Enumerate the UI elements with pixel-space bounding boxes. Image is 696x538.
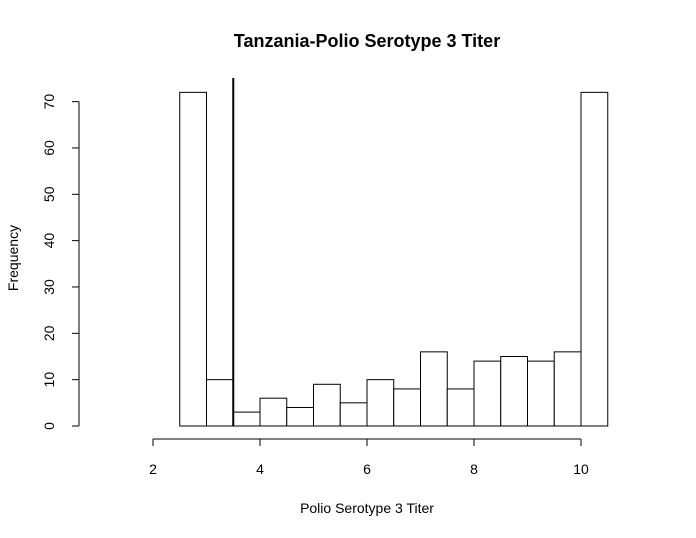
histogram-bar	[179, 91, 207, 427]
x-axis-label: Polio Serotype 3 Titer	[300, 500, 434, 516]
y-axis: 0 10 20 30 40 50 60 70	[41, 94, 80, 430]
y-tick-label: 50	[41, 186, 57, 202]
histogram-bar	[206, 379, 234, 427]
histogram-bar	[473, 360, 502, 427]
y-tick-label: 20	[41, 325, 57, 341]
histogram-bar	[527, 360, 555, 427]
histogram-bar	[393, 388, 421, 427]
x-tick-label: 8	[470, 461, 478, 477]
x-axis: 2 4 6 8 10	[149, 438, 589, 477]
x-tick-label: 10	[573, 461, 589, 477]
histogram-bar	[500, 355, 528, 427]
y-tick-label: 60	[41, 140, 57, 156]
histogram-bar	[366, 379, 395, 427]
chart-title: Tanzania-Polio Serotype 3 Titer	[234, 31, 500, 51]
histogram-bar	[446, 388, 475, 427]
y-tick-label: 70	[41, 94, 57, 110]
histogram-bar	[580, 91, 609, 427]
y-tick-label: 40	[41, 233, 57, 249]
x-tick-label: 6	[363, 461, 371, 477]
bars-group	[179, 91, 609, 427]
histogram-bar	[313, 383, 341, 427]
y-tick-label: 0	[41, 422, 57, 430]
histogram-bar	[553, 351, 582, 427]
histogram-bar	[259, 397, 288, 427]
y-axis-label: Frequency	[5, 225, 21, 291]
x-tick-label: 4	[256, 461, 264, 477]
histogram-bar	[286, 406, 314, 427]
x-tick-label: 2	[149, 461, 157, 477]
histogram-bar	[420, 351, 448, 427]
histogram-bar	[232, 411, 261, 427]
histogram-bar	[339, 402, 368, 427]
y-tick-label: 10	[41, 372, 57, 388]
y-tick-label: 30	[41, 279, 57, 295]
